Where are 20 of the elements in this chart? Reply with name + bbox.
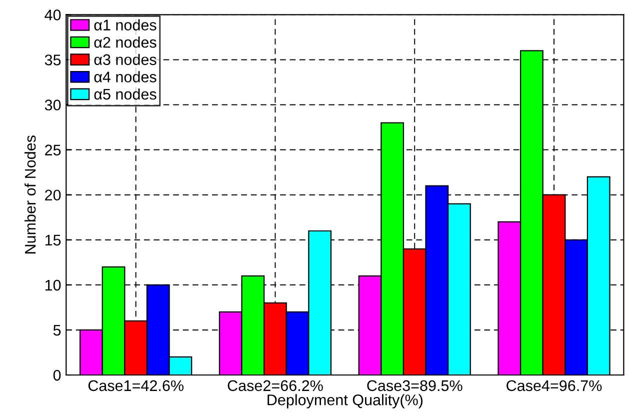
legend-label: α2 nodes (94, 36, 156, 48)
y-tick-label: 0 (53, 370, 61, 381)
y-tick-label: 10 (45, 280, 61, 291)
legend-label: α5 nodes (94, 88, 156, 100)
y-tick-label: 20 (45, 190, 61, 201)
x-tick-label: Case1=42.6% (88, 380, 184, 392)
y-tick-label: 25 (45, 144, 61, 156)
y-tick-label: 40 (44, 10, 61, 20)
y-tick-label: 15 (45, 234, 61, 246)
y-tick-label: 5 (53, 324, 61, 336)
x-tick-label: Case4=96.7% (506, 380, 602, 392)
x-tick-label: Case3=89.5% (367, 380, 462, 392)
y-axis-title: Number of Nodes (24, 136, 36, 254)
legend-label: α4 nodes (94, 71, 156, 82)
legend-label: α1 nodes (94, 19, 156, 30)
legend-label: α3 nodes (94, 54, 156, 66)
x-axis-title: Deployment Quality(%) (268, 394, 423, 408)
y-tick-label: 35 (44, 54, 61, 66)
y-tick-label: 30 (44, 100, 61, 110)
x-tick-label: Case2=66.2% (228, 380, 323, 392)
